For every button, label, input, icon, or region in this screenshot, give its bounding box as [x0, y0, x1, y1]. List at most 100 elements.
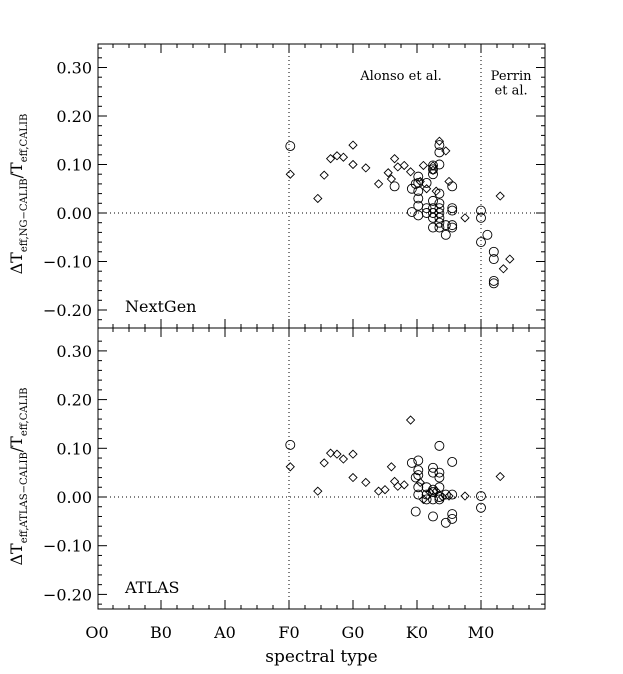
diamond-point — [460, 491, 470, 501]
circle-point — [476, 502, 486, 513]
diamond-point — [421, 184, 432, 194]
circle-point — [447, 222, 458, 233]
y-tick-label: 0.20 — [56, 391, 92, 410]
circle-point — [406, 457, 417, 468]
circle-point — [434, 208, 445, 218]
circle-point — [434, 472, 445, 483]
diamond-point — [338, 152, 349, 162]
panel-name: NextGen — [125, 297, 196, 316]
diamond-point — [495, 471, 505, 482]
diamond-point — [386, 462, 397, 472]
circle-point — [428, 494, 438, 505]
circle-point — [413, 489, 424, 500]
diamond-point — [313, 486, 323, 496]
diamond-point — [386, 174, 397, 184]
diamond-point — [348, 140, 358, 150]
diamond-point — [348, 159, 358, 170]
y-tick-label: −0.10 — [43, 253, 92, 272]
diamond-point — [383, 168, 393, 178]
diamond-point — [428, 161, 438, 171]
circle-point — [410, 472, 421, 483]
circle-point — [434, 198, 445, 209]
circle-point — [413, 186, 424, 197]
circle-point — [413, 465, 424, 476]
y-tick-label: 0.10 — [56, 156, 92, 175]
circle-point — [413, 193, 424, 204]
diamond-point — [338, 454, 349, 464]
diamond-point — [361, 477, 371, 488]
diamond-point — [428, 165, 438, 175]
annotation-label: Perrin — [491, 69, 532, 84]
circle-point — [428, 195, 438, 206]
annotation-label: et al. — [495, 83, 528, 98]
circle-point — [434, 217, 445, 228]
x-tick-label: A0 — [213, 623, 236, 642]
circle-point — [421, 208, 432, 218]
circle-point — [476, 491, 486, 501]
diamond-point — [498, 264, 509, 274]
diamond-point — [285, 169, 295, 179]
diamond-point — [495, 191, 505, 201]
circle-point — [482, 229, 493, 240]
diamond-point — [373, 179, 384, 189]
circle-point — [434, 147, 445, 158]
nextgen-panel: 0.30 0.20 0.10 0.00 −0.10 −0.20 NextGen ΔTeff,N… — [7, 43, 546, 329]
circle-point — [428, 222, 438, 233]
diamond-point — [332, 449, 342, 459]
circle-point — [428, 208, 438, 218]
y-axis-label-part: ΔT — [7, 543, 26, 566]
y-tick-label: 0.30 — [56, 342, 92, 361]
x-axis-label: spectral type — [265, 647, 378, 667]
y-axis-label-part: /T — [7, 162, 26, 178]
circle-point — [421, 203, 432, 214]
diamond-point — [389, 476, 400, 487]
diamond-point — [393, 162, 403, 172]
diamond-point — [399, 160, 409, 171]
y-tick-label: 0.10 — [56, 439, 92, 458]
diamond-point — [434, 136, 445, 146]
y-tick-label: 0.30 — [56, 59, 92, 78]
circle-point — [428, 467, 438, 478]
diamond-point — [348, 449, 358, 459]
diamond-point — [415, 477, 425, 488]
circle-point — [447, 205, 458, 216]
circle-point — [413, 171, 424, 182]
plot-frame — [97, 43, 546, 329]
circle-point — [440, 517, 451, 528]
circle-point — [447, 181, 458, 192]
diamond-point — [431, 186, 441, 196]
circle-point — [440, 220, 451, 231]
panel-name: ATLAS — [124, 578, 180, 597]
circle-point — [434, 222, 445, 233]
y-tick-label: 0.00 — [56, 488, 92, 507]
circle-point — [447, 456, 458, 467]
circle-point — [428, 462, 438, 473]
y-axis-label-subscript: eff,CALIB — [19, 387, 30, 436]
diamond-point — [418, 494, 429, 505]
circle-point — [476, 237, 486, 248]
x-tick-label: F0 — [278, 623, 299, 642]
circle-point — [285, 141, 296, 152]
circle-point — [413, 482, 424, 493]
diamond-point — [380, 485, 390, 495]
diamond-point — [373, 486, 384, 496]
diamond-point — [319, 458, 329, 468]
y-tick-label: −0.20 — [43, 301, 92, 320]
x-axis: O0 B0 A0 F0 G0 K0 M0 spectral type — [85, 623, 494, 667]
diamond-point — [393, 481, 403, 491]
diamond-point — [418, 160, 429, 171]
diamond-point — [313, 193, 323, 204]
diamond-point — [348, 472, 358, 483]
circle-point — [434, 159, 445, 170]
diamond-point — [441, 146, 451, 156]
diamond-point — [319, 170, 329, 180]
circle-point — [447, 220, 458, 231]
circle-point — [447, 489, 458, 500]
y-axis-label-part: /T — [7, 436, 26, 452]
diamond-point — [444, 176, 454, 187]
circle-point — [421, 177, 432, 188]
circle-point — [434, 140, 445, 151]
x-tick-label: M0 — [468, 623, 495, 642]
